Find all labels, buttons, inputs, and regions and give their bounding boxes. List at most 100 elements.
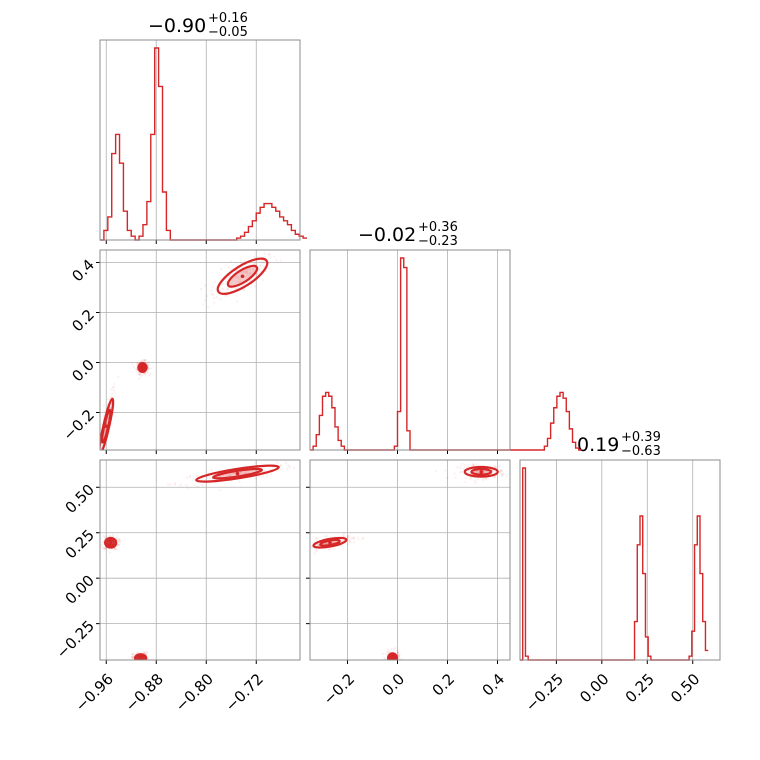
p2_vs_p1-mode-2-sample (394, 662, 396, 664)
p2_vs_p0-mode-0-sample (331, 455, 333, 457)
p2_vs_p1-mode-2-sample (391, 661, 393, 663)
p2_vs_p0-mode-0-sample (238, 480, 241, 483)
ytick-label-row1-1: 0.0 (68, 356, 98, 386)
p1_vs_p0-mode-0-sample (204, 299, 207, 302)
p2_vs_p0-mode-0-sample (245, 470, 248, 473)
p1_vs_p0-mode-0-sample (259, 263, 262, 267)
p2_vs_p0-mode-0-sample (284, 461, 288, 465)
p1_vs_p0-mode-1-sample (137, 372, 140, 375)
p2_vs_p1-mode-0-sample (498, 464, 501, 468)
p2_vs_p1-mode-0-sample (466, 470, 469, 474)
p1_vs_p0-mode-1-sample (143, 358, 147, 362)
p2_vs_p1-mode-0-sample (500, 469, 503, 472)
p2_vs_p0-mode-2-sample (137, 661, 139, 663)
p2_vs_p1-mode-1-sample (315, 537, 319, 540)
p2_vs_p1-mode-0-sample (454, 476, 457, 480)
p2_vs_p0-mode-2-sample (131, 653, 135, 656)
p2_vs_p0-mode-0-sample (228, 474, 232, 477)
p1_vs_p0-mode-0-sample (275, 258, 278, 262)
p1_vs_p0-mode-0-sample (211, 293, 215, 297)
p2_vs_p0-mode-1-sample (113, 547, 117, 551)
p2_vs_p1-mode-2-sample (387, 650, 391, 653)
p2_vs_p1-mode-1-sample (356, 537, 360, 540)
p2_vs_p0-mode-0-sample (229, 473, 233, 477)
p1_vs_p0-mode-1-sample (138, 377, 141, 380)
p2_vs_p1-mode-2-sample (392, 662, 394, 664)
p1_vs_p0-mode-2-sample (92, 481, 94, 483)
p1_vs_p0-mode-0-sample (255, 273, 259, 276)
p2_vs_p1-mode-0-sample (481, 477, 484, 480)
p2_vs_p1-mode-1-sample (323, 534, 327, 538)
p2_vs_p1-mode-2-sample (397, 654, 400, 658)
p2_vs_p1-mode-2-sample (387, 662, 389, 664)
p2_vs_p0-mode-1-sample (118, 538, 121, 541)
hist-panel-1 (310, 250, 582, 454)
p2_vs_p0-mode-0-sample (173, 483, 177, 486)
p1_vs_p0-mode-1-sample (132, 365, 136, 368)
p2_vs_p1-mode-1-sample (342, 535, 345, 538)
p2_vs_p0-frame (99, 459, 301, 661)
p2_vs_p0-mode-0-sample (185, 483, 188, 487)
p1_vs_p0-mode-0-sample (268, 253, 271, 256)
ytick-label-row1-2: 0.2 (68, 306, 98, 336)
p2_vs_p0-mode-0-sample (286, 468, 289, 471)
p1_vs_p0-mode-0-sample (246, 272, 249, 276)
p2_vs_p1-mode-2-sample (387, 660, 389, 662)
p2_vs_p0-mode-2-sample (137, 663, 139, 665)
p2_vs_p0-mode-0-sample (228, 474, 231, 477)
p1_vs_p0-mode-0-sample (230, 283, 234, 287)
p2_vs_p0-mode-2-sample (144, 660, 146, 662)
hist-0-series (100, 47, 308, 241)
p2_vs_p1-mode-2-sample (384, 660, 386, 662)
p1_vs_p0-mode-2-sample (97, 462, 99, 464)
p1_vs_p0-mode-2-sample (100, 455, 102, 457)
panel-p1_vs_p0 (92, 250, 300, 483)
hist-1-frame (309, 249, 511, 451)
p2_vs_p0-mode-2-sample (137, 663, 139, 665)
p2_vs_p0-mode-1-sample (101, 541, 105, 544)
p2_vs_p1-mode-2-sample (388, 664, 390, 666)
p1_vs_p0-mode-0-sample (258, 264, 261, 268)
p2_vs_p1-mode-0-sample (495, 466, 498, 469)
p1_vs_p0-mode-0-sample (213, 296, 216, 300)
p2_vs_p1-mode-2-sample (388, 661, 390, 663)
p2_vs_p1-mode-0-sample (463, 463, 466, 466)
p1_vs_p0-mode-0-sample (243, 259, 246, 263)
p2_vs_p0-mode-0-sample (276, 461, 279, 465)
p2_vs_p1-mode-2-sample (394, 646, 397, 650)
p2_vs_p0-mode-1-sample (104, 547, 108, 550)
p1_vs_p0-mode-0-sample (221, 283, 225, 286)
p2_vs_p0-mode-0-sample (287, 464, 290, 467)
p1_vs_p0-mode-0-sample (235, 300, 239, 303)
p1_vs_p0-mode-0-sample (200, 287, 203, 291)
p2_vs_p1-mode-2-sample (392, 665, 394, 667)
p1_vs_p0-mode-0-sample (239, 261, 243, 265)
p2_vs_p1-mode-1-sample (346, 536, 350, 539)
p2_vs_p0-mode-1-sample (115, 537, 119, 541)
p2_vs_p1-mode-0-contour-0 (463, 465, 499, 478)
p2_vs_p1-mode-0-sample (483, 471, 486, 474)
ytick-label-row2-3: 0.50 (62, 481, 98, 517)
p2_vs_p1-mode-1-sample (348, 540, 352, 544)
p1_vs_p0-mode-0-sample (229, 259, 233, 263)
panel-p2_vs_p1 (306, 460, 510, 667)
p2_vs_p0-mode-1-sample (116, 537, 120, 541)
p2_vs_p1-mode-1-sample (348, 538, 351, 542)
p2_vs_p1-mode-0-sample (453, 472, 456, 475)
p1_vs_p0-mode-0-sample (238, 281, 241, 284)
p1_vs_p0-mode-0-sample (219, 273, 223, 277)
p2_vs_p1-mode-0-sample (499, 469, 502, 473)
p2_vs_p1-mode-1-sample (346, 543, 349, 546)
p2_vs_p1-mode-0-sample (493, 470, 497, 474)
title-median-2: 0.19 (577, 434, 619, 456)
p2_vs_p0-mode-0-sample (263, 469, 266, 472)
p2_vs_p1-mode-0-sample (460, 470, 463, 474)
p2_vs_p1-mode-2-sample (398, 654, 401, 657)
p2_vs_p1-mode-0-sample (486, 477, 489, 481)
p2_vs_p0-mode-0-sample (205, 476, 209, 480)
p2_vs_p0-mode-2-sample (130, 656, 133, 659)
p2_vs_p1-mode-2-sample (384, 657, 387, 660)
p2_vs_p0-mode-2-sample (143, 662, 145, 664)
p2_vs_p1-mode-2-sample (386, 648, 389, 651)
p1_vs_p0-mode-2-sample (95, 477, 97, 479)
